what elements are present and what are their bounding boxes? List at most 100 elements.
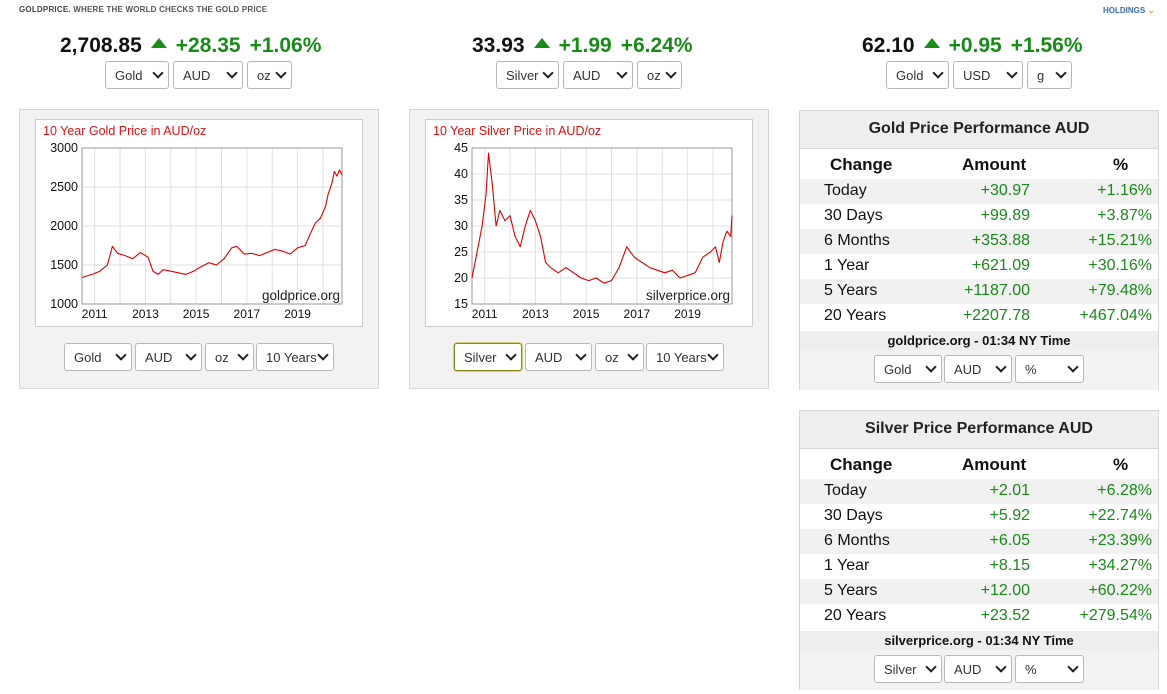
unit-select[interactable]: g xyxy=(1027,61,1072,89)
metal-select[interactable]: Silver xyxy=(496,61,559,89)
y-tick-label: 15 xyxy=(454,297,468,311)
select-value: oz xyxy=(215,349,229,365)
select-value: AUD xyxy=(145,349,173,365)
chart-period-select[interactable]: 10 Years xyxy=(646,343,724,371)
row-amount: +621.09 xyxy=(971,257,1030,274)
row-percent: +279.54% xyxy=(1079,607,1152,624)
select-value: oz xyxy=(257,67,271,83)
ticker-price: 33.93 xyxy=(472,34,525,57)
perf-metal-select[interactable]: Gold xyxy=(874,355,942,383)
chart-title: 10 Year Silver Price in AUD/oz xyxy=(433,124,602,138)
row-amount: +2207.78 xyxy=(962,307,1030,324)
chart-unit-select[interactable]: oz xyxy=(205,343,254,371)
holdings-menu[interactable]: HOLDINGS ⌄ xyxy=(1103,5,1155,16)
gold-price-chart: 1000 1500 2000 2500 3000 2011 2013 2015 2017 2019… xyxy=(35,119,363,327)
y-tick-label: 1000 xyxy=(50,297,78,311)
chevron-down-icon xyxy=(185,349,197,361)
chart-currency-select[interactable]: AUD xyxy=(135,343,202,371)
chevron-down-icon xyxy=(995,661,1007,673)
table-footer: silverprice.org - 01:34 NY Time xyxy=(800,631,1158,650)
x-tick-label: 2011 xyxy=(472,307,498,321)
row-amount: +1187.00 xyxy=(964,282,1030,299)
chart-period-select[interactable]: 10 Years xyxy=(256,343,334,371)
chart-currency-select[interactable]: AUD xyxy=(525,343,592,371)
row-label: Today xyxy=(824,182,867,199)
chevron-down-icon xyxy=(317,349,329,361)
chevron-down-icon xyxy=(542,67,554,79)
table-row: 30 Days +99.89 +3.87% xyxy=(800,204,1158,229)
series-line xyxy=(471,152,733,284)
chart-metal-select[interactable]: Gold xyxy=(64,343,132,371)
row-percent: +60.22% xyxy=(1088,582,1152,599)
column-header-percent: % xyxy=(1113,155,1129,174)
perf-currency-select[interactable]: AUD xyxy=(944,355,1012,383)
chevron-down-icon xyxy=(115,349,127,361)
table-row: 1 Year +8.15 +34.27% xyxy=(800,554,1158,579)
metal-select[interactable]: Gold xyxy=(105,61,169,89)
perf-currency-select[interactable]: AUD xyxy=(944,655,1012,683)
unit-select[interactable]: oz xyxy=(637,61,682,89)
metal-select[interactable]: Gold xyxy=(886,61,949,89)
perf-metal-select[interactable]: Silver xyxy=(874,655,942,683)
ticker-change: +28.35 xyxy=(175,34,241,57)
gold-usd-gram-ticker: 62.10 +0.95 +1.56% xyxy=(862,33,1083,59)
column-header-percent: % xyxy=(1113,455,1129,474)
select-value: AUD xyxy=(573,67,601,83)
currency-select[interactable]: AUD xyxy=(173,61,243,89)
brand-logo[interactable]: GOLDPRICE. WHERE THE WORLD CHECKS THE GO… xyxy=(19,5,267,14)
chart-metal-select[interactable]: Silver xyxy=(454,343,522,371)
silver-performance-table: Silver Price Performance AUD Change Amou… xyxy=(799,410,1159,690)
table-title: Gold Price Performance AUD xyxy=(800,111,1158,149)
select-value: USD xyxy=(963,67,991,83)
chevron-down-icon xyxy=(616,67,628,79)
select-value: Silver xyxy=(884,661,917,677)
series-line xyxy=(81,169,343,279)
chevron-down-icon xyxy=(932,67,944,79)
currency-select[interactable]: AUD xyxy=(563,61,633,89)
ticker-percent: +1.56% xyxy=(1010,34,1083,57)
row-percent: +15.21% xyxy=(1088,232,1152,249)
ticker-change: +1.99 xyxy=(558,34,612,57)
select-value: oz xyxy=(647,67,661,83)
y-tick-label: 30 xyxy=(454,219,468,233)
row-label: 30 Days xyxy=(824,207,883,224)
x-tick-label: 2015 xyxy=(183,307,210,321)
y-tick-label: 45 xyxy=(454,141,468,155)
x-tick-label: 2013 xyxy=(132,307,159,321)
chevron-down-icon xyxy=(627,349,639,361)
chart-unit-select[interactable]: oz xyxy=(595,343,644,371)
row-label: 20 Years xyxy=(824,607,887,624)
column-header-change: Change xyxy=(830,155,893,174)
select-value: % xyxy=(1025,661,1037,677)
y-tick-label: 2000 xyxy=(50,219,78,233)
chevron-down-icon xyxy=(1067,361,1079,373)
x-tick-label: 2013 xyxy=(522,307,549,321)
select-value: % xyxy=(1025,361,1037,377)
x-tick-label: 2019 xyxy=(284,307,311,321)
row-label: 1 Year xyxy=(824,257,870,274)
row-percent: +467.04% xyxy=(1079,307,1152,324)
row-percent: +22.74% xyxy=(1088,507,1152,524)
row-percent: +34.27% xyxy=(1088,557,1152,574)
column-header-change: Change xyxy=(830,455,893,474)
perf-mode-select[interactable]: % xyxy=(1015,655,1084,683)
plot-frame xyxy=(471,147,733,305)
chart-watermark: goldprice.org xyxy=(262,288,340,303)
row-amount: +30.97 xyxy=(980,182,1030,199)
select-value: AUD xyxy=(535,349,563,365)
y-tick-label: 35 xyxy=(454,193,468,207)
chevron-down-icon: ⌄ xyxy=(1147,5,1155,15)
x-tick-label: 2017 xyxy=(234,307,261,321)
row-percent: +1.16% xyxy=(1097,182,1152,199)
row-label: 5 Years xyxy=(824,582,878,599)
ticker-price: 2,708.85 xyxy=(60,34,142,57)
perf-mode-select[interactable]: % xyxy=(1015,355,1084,383)
x-tick-label: 2015 xyxy=(573,307,600,321)
unit-select[interactable]: oz xyxy=(247,61,292,89)
table-row: 5 Years +1187.00 +79.48% xyxy=(800,279,1158,304)
currency-select[interactable]: USD xyxy=(953,61,1023,89)
chevron-down-icon xyxy=(152,67,164,79)
select-value: 10 Years xyxy=(656,349,707,365)
brand-tagline: WHERE THE WORLD CHECKS THE GOLD PRICE xyxy=(73,5,268,14)
chevron-down-icon xyxy=(505,349,517,361)
